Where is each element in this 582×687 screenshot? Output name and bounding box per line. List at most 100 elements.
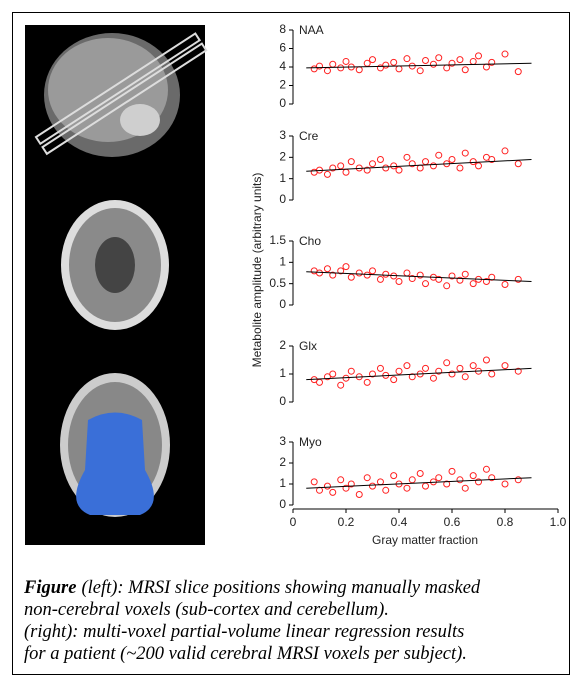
data-point	[324, 483, 330, 489]
y-tick-label: 0	[279, 497, 286, 511]
data-point	[317, 379, 323, 385]
data-point	[444, 65, 450, 71]
data-point	[364, 272, 370, 278]
data-point	[502, 282, 508, 288]
data-point	[436, 152, 442, 158]
data-point	[417, 68, 423, 74]
y-tick-label: 1	[279, 476, 286, 490]
data-point	[396, 66, 402, 72]
data-point	[404, 270, 410, 276]
panel-label: Myo	[299, 435, 322, 449]
data-point	[404, 363, 410, 369]
data-point	[330, 61, 336, 67]
data-point	[489, 371, 495, 377]
x-tick-label: 0.8	[497, 515, 514, 529]
data-point	[423, 159, 429, 165]
data-point	[356, 492, 362, 498]
caption-text: (left): MRSI slice positions showing man…	[81, 578, 480, 598]
data-point	[356, 270, 362, 276]
y-tick-label: 2	[279, 150, 286, 164]
x-tick-label: 1.0	[550, 515, 567, 529]
caption-line: Figure(left): MRSI slice positions showi…	[24, 577, 569, 599]
data-point	[330, 489, 336, 495]
data-point	[476, 163, 482, 169]
caption-line: non-cerebral voxels (sub-cortex and cere…	[24, 599, 569, 621]
data-point	[338, 163, 344, 169]
y-tick-label: 1	[279, 255, 286, 269]
data-point	[462, 485, 468, 491]
data-point	[383, 62, 389, 68]
y-tick-label: 2	[279, 78, 286, 92]
y-tick-label: 0	[279, 297, 286, 311]
panel-label: Cho	[299, 234, 321, 248]
data-point	[370, 57, 376, 63]
y-tick-label: 2	[279, 338, 286, 352]
data-point	[377, 156, 383, 162]
caption-line: for a patient (~200 valid cerebral MRSI …	[24, 643, 569, 665]
data-point	[470, 473, 476, 479]
data-point	[457, 477, 463, 483]
data-point	[470, 363, 476, 369]
x-tick-label: 0.2	[338, 515, 355, 529]
data-point	[404, 56, 410, 62]
data-point	[370, 483, 376, 489]
data-point	[348, 159, 354, 165]
data-point	[515, 161, 521, 167]
x-tick-label: 0.4	[391, 515, 408, 529]
data-point	[430, 163, 436, 169]
data-point	[457, 165, 463, 171]
data-point	[423, 58, 429, 64]
data-point	[423, 281, 429, 287]
data-point	[483, 357, 489, 363]
caption-line: (right): multi-voxel partial-volume line…	[24, 621, 569, 643]
data-point	[449, 468, 455, 474]
data-point	[396, 368, 402, 374]
y-tick-label: 2	[279, 455, 286, 469]
data-point	[502, 148, 508, 154]
x-tick-label: 0.6	[444, 515, 461, 529]
data-point	[311, 479, 317, 485]
data-point	[364, 60, 370, 66]
data-point	[462, 67, 468, 73]
regression-line	[306, 159, 531, 171]
y-tick-label: 8	[279, 22, 286, 36]
y-tick-label: 3	[279, 128, 286, 142]
y-tick-label: 0	[279, 394, 286, 408]
y-tick-label: 0	[279, 192, 286, 206]
data-point	[502, 51, 508, 57]
data-point	[423, 483, 429, 489]
data-point	[436, 475, 442, 481]
data-point	[430, 61, 436, 67]
panel-label: NAA	[299, 23, 324, 37]
data-point	[515, 69, 521, 75]
data-point	[343, 58, 349, 64]
data-point	[324, 171, 330, 177]
data-point	[515, 477, 521, 483]
data-point	[483, 64, 489, 70]
data-point	[343, 169, 349, 175]
data-point	[457, 365, 463, 371]
y-tick-label: 0	[279, 96, 286, 110]
data-point	[324, 68, 330, 74]
panel-label: Cre	[299, 129, 319, 143]
data-point	[404, 485, 410, 491]
data-point	[317, 487, 323, 493]
y-tick-label: 1.5	[269, 233, 286, 247]
data-point	[483, 466, 489, 472]
data-point	[444, 360, 450, 366]
data-point	[436, 55, 442, 61]
data-point	[370, 268, 376, 274]
data-point	[423, 365, 429, 371]
data-point	[396, 167, 402, 173]
data-point	[383, 271, 389, 277]
caption: Figure(left): MRSI slice positions showi…	[24, 577, 569, 665]
data-point	[377, 479, 383, 485]
data-point	[502, 481, 508, 487]
data-point	[391, 163, 397, 169]
data-point	[324, 266, 330, 272]
y-tick-label: 6	[279, 41, 286, 55]
data-point	[377, 276, 383, 282]
data-point	[476, 53, 482, 59]
y-tick-label: 1	[279, 366, 286, 380]
figure: Metabolite amplitude (arbitrary units) G…	[0, 0, 582, 570]
